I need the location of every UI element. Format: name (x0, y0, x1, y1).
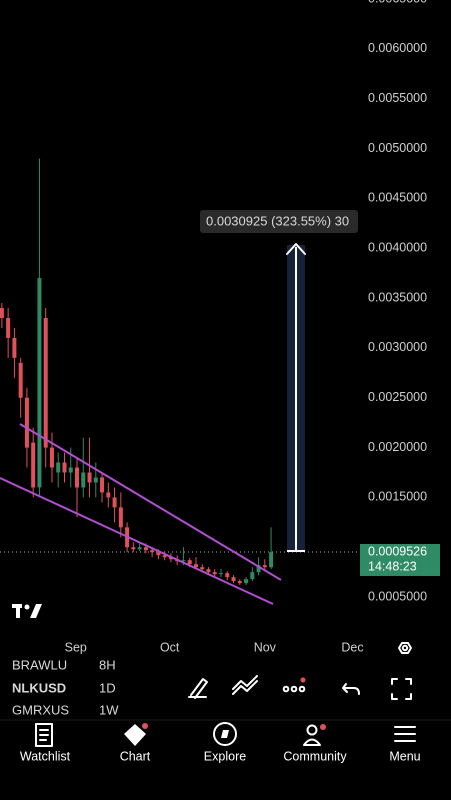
candle-body (162, 555, 167, 558)
candle-body (256, 565, 261, 573)
y-tick-label: 0.0055000 (368, 91, 427, 105)
candle-body (156, 552, 161, 556)
candle-body (106, 492, 111, 498)
y-tick-label: 0.0035000 (368, 290, 427, 304)
next-interval[interactable]: 1W (99, 702, 119, 717)
last-price-label: 0.0009526 (368, 544, 427, 558)
y-tick-label: 0.0030000 (368, 340, 427, 354)
y-tick-label: 0.0025000 (368, 390, 427, 404)
candle-body (187, 560, 192, 565)
candle-body (68, 467, 73, 473)
x-tick-label: Oct (160, 640, 180, 654)
candle-body (244, 579, 249, 584)
explore-needle (221, 730, 229, 738)
y-tick-label: 0.0015000 (368, 490, 427, 504)
y-tick-label: 0.0060000 (368, 41, 427, 55)
candle-body (118, 507, 123, 528)
next-symbol[interactable]: GMRXUS (12, 702, 69, 717)
tab-bar: Watchlist Chart Explore Community Menu (20, 722, 421, 763)
chart-icon[interactable] (124, 724, 146, 746)
y-tick-label: 0.0045000 (368, 191, 427, 205)
chart: 0.0005000 0.0015000 0.0020000 0.0025000 0.00… (0, 0, 440, 654)
draw-icon[interactable] (188, 678, 208, 699)
x-tick-label: Sep (65, 640, 87, 654)
prev-symbol[interactable]: BRAWLU (12, 657, 67, 672)
candle-body (237, 581, 242, 584)
candle-body (6, 317, 11, 338)
measure-label-box (200, 210, 358, 233)
trend-line (0, 477, 274, 605)
more-icon[interactable] (282, 677, 306, 693)
candle-body (18, 362, 23, 398)
x-tick-label: Nov (254, 640, 277, 654)
candle-body (269, 552, 274, 568)
watchlist-icon[interactable] (35, 723, 53, 747)
explore-icon[interactable] (213, 722, 237, 746)
candle-body (49, 447, 54, 468)
x-tick-label: Dec (341, 640, 363, 654)
toolbar: BRAWLU 8H NLKUSD 1D GMRXUS 1W (12, 657, 412, 717)
tab-label[interactable]: Watchlist (20, 749, 71, 763)
tab-label[interactable]: Explore (204, 749, 246, 763)
last-price-box (360, 543, 440, 576)
community-icon[interactable] (303, 724, 326, 746)
candle-body (200, 567, 205, 570)
logo (12, 604, 42, 618)
candle-body (87, 472, 92, 483)
candle-body (212, 572, 217, 575)
measure-label: 0.0030925 (323.55%) 30 (206, 213, 349, 228)
candle-body (100, 477, 105, 493)
tab-label[interactable]: Chart (120, 749, 151, 763)
y-tick-label: 0.0005000 (368, 589, 427, 603)
candle-body (168, 557, 173, 560)
countdown: 14:48:23 (368, 559, 417, 573)
y-tick-label: 0.0040000 (368, 241, 427, 255)
indicators-icon[interactable] (232, 675, 258, 695)
arrow-head (286, 243, 306, 255)
candle-body (31, 442, 36, 488)
candle-body (131, 547, 136, 550)
candle-body (206, 569, 211, 573)
candle-body (225, 573, 230, 578)
y-tick-label: 0.0065000 (368, 0, 427, 5)
candle-body (250, 572, 255, 580)
candle-body (262, 565, 267, 568)
tab-label[interactable]: Menu (389, 749, 420, 763)
candle-body (219, 573, 224, 575)
candle-body (37, 278, 42, 488)
undo-icon[interactable] (342, 683, 360, 695)
candle-body (143, 547, 148, 551)
candle-body (62, 462, 67, 473)
symbol[interactable]: NLKUSD (12, 680, 66, 695)
candle-body (231, 577, 236, 582)
candle-body (24, 397, 29, 448)
candle-body (12, 337, 17, 358)
candle-body (193, 564, 198, 568)
candle-body (75, 467, 80, 488)
menu-icon[interactable] (394, 726, 416, 742)
settings-icon[interactable] (398, 642, 412, 654)
candle-body (137, 547, 142, 550)
candle-body (0, 308, 4, 318)
badge (142, 723, 148, 729)
fullscreen-icon[interactable] (391, 678, 412, 700)
candle-body (112, 497, 117, 508)
y-tick-label: 0.0020000 (368, 440, 427, 454)
prev-interval[interactable]: 8H (99, 657, 116, 672)
candle-body (150, 550, 155, 553)
interval[interactable]: 1D (99, 680, 116, 695)
candle-body (56, 462, 61, 473)
candle-body (43, 317, 48, 448)
y-tick-label: 0.0050000 (368, 141, 427, 155)
trend-line (19, 423, 282, 581)
candle-body (93, 477, 98, 483)
tab-label[interactable]: Community (283, 749, 347, 763)
candle-body (181, 560, 186, 562)
candle-body (81, 472, 86, 488)
